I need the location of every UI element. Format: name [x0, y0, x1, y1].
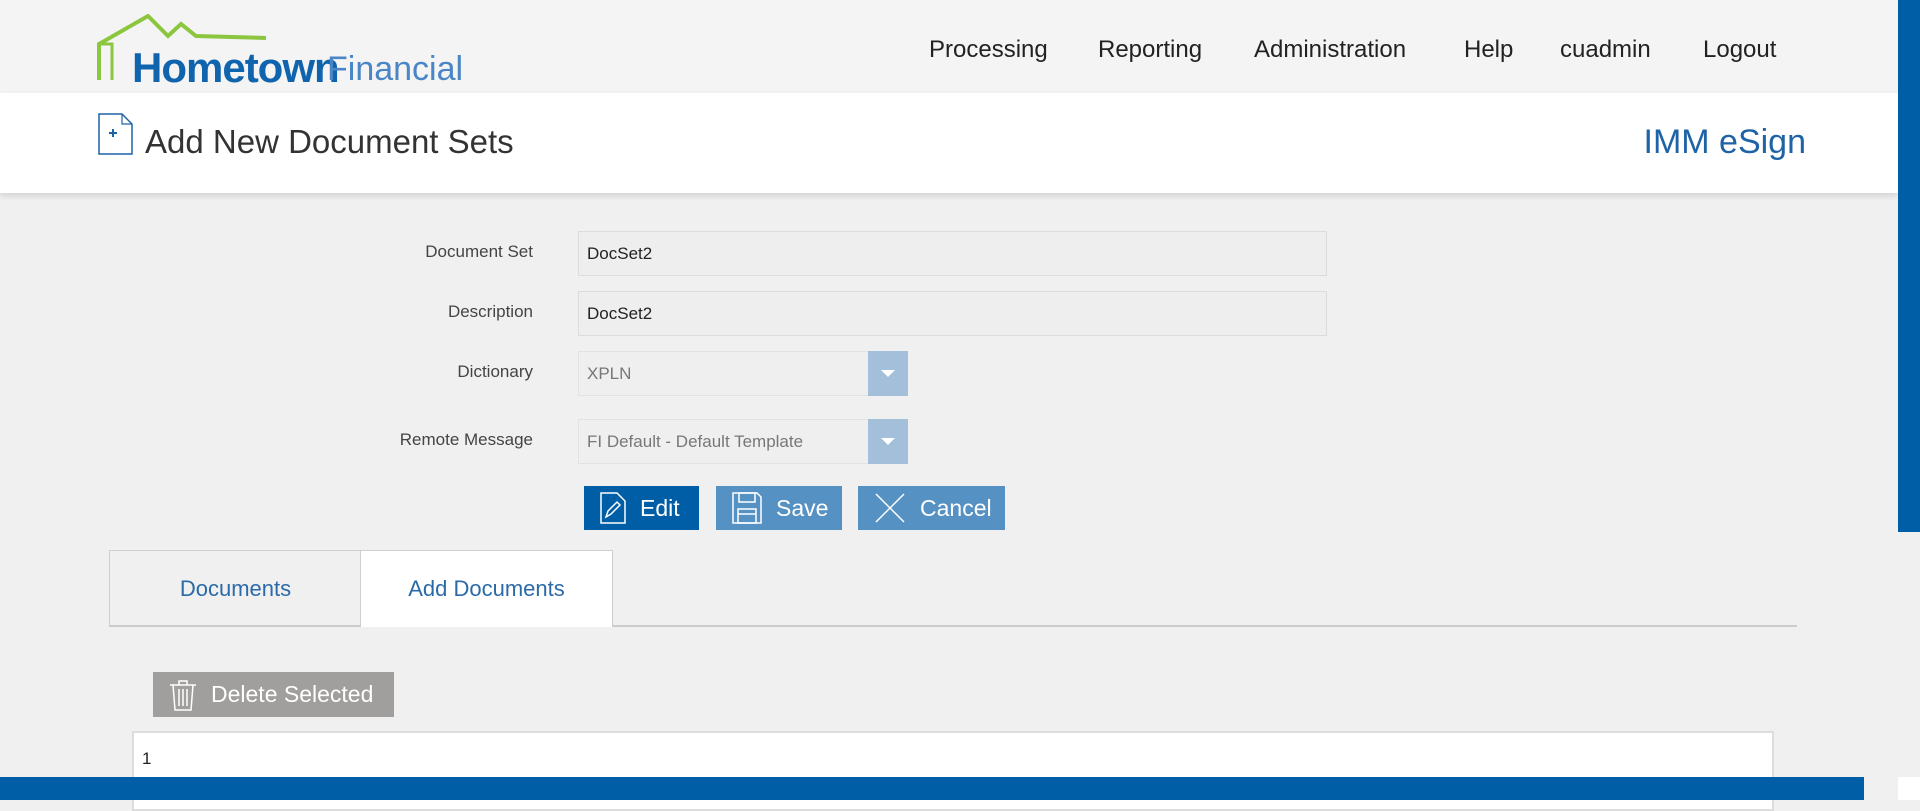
nav-user[interactable]: cuadmin — [1560, 36, 1651, 63]
nav-help[interactable]: Help — [1464, 36, 1514, 63]
top-header: Hometown Financial Processing Reporting … — [0, 0, 1898, 93]
document-set-input[interactable]: DocSet2 — [578, 231, 1327, 276]
save-icon — [732, 492, 762, 524]
hometown-financial-logo[interactable]: Hometown Financial — [96, 14, 516, 91]
cancel-button[interactable]: Cancel — [858, 486, 1005, 530]
description-label: Description — [447, 302, 533, 321]
nav-processing[interactable]: Processing — [929, 36, 1048, 63]
page-title-bar: Add New Document Sets IMM eSign — [0, 93, 1898, 193]
edit-button[interactable]: Edit — [584, 486, 699, 530]
new-document-icon — [98, 113, 133, 155]
dictionary-select[interactable]: XPLN — [578, 351, 908, 396]
trash-icon — [170, 679, 196, 711]
chevron-down-icon[interactable] — [868, 419, 908, 464]
nav-administration[interactable]: Administration — [1254, 36, 1407, 63]
brand-name: IMM eSign — [1643, 123, 1807, 161]
delete-selected-button[interactable]: Delete Selected — [153, 672, 394, 717]
logo-main-text: Hometown — [132, 44, 340, 91]
scrollbar-corner — [1898, 777, 1920, 800]
nav-logout[interactable]: Logout — [1703, 36, 1777, 63]
description-input[interactable]: DocSet2 — [578, 291, 1327, 336]
edit-label: Edit — [640, 494, 680, 521]
chevron-down-icon[interactable] — [868, 351, 908, 396]
save-button[interactable]: Save — [716, 486, 842, 530]
edit-icon — [600, 492, 626, 524]
logo-sub-text: Financial — [327, 50, 464, 88]
tab-divider — [109, 625, 1797, 627]
tab-add-documents[interactable]: Add Documents — [360, 550, 613, 627]
page-title: Add New Document Sets — [145, 123, 514, 160]
nav-reporting[interactable]: Reporting — [1098, 36, 1203, 63]
remote-message-select[interactable]: FI Default - Default Template — [578, 419, 908, 464]
cancel-label: Cancel — [920, 494, 992, 521]
table-row[interactable]: 1 — [142, 749, 152, 768]
close-icon — [875, 493, 905, 523]
house-logo-icon — [97, 14, 267, 80]
document-set-label: Document Set — [425, 242, 533, 261]
remote-message-label: Remote Message — [399, 430, 533, 449]
dictionary-value: XPLN — [587, 364, 632, 383]
dictionary-label: Dictionary — [457, 362, 533, 381]
remote-message-value: FI Default - Default Template — [587, 432, 804, 451]
bottom-bar — [0, 777, 1864, 800]
delete-selected-label: Delete Selected — [211, 681, 374, 707]
scrollbar[interactable] — [1898, 0, 1920, 532]
tab-documents[interactable]: Documents — [109, 550, 361, 627]
save-label: Save — [776, 494, 829, 521]
